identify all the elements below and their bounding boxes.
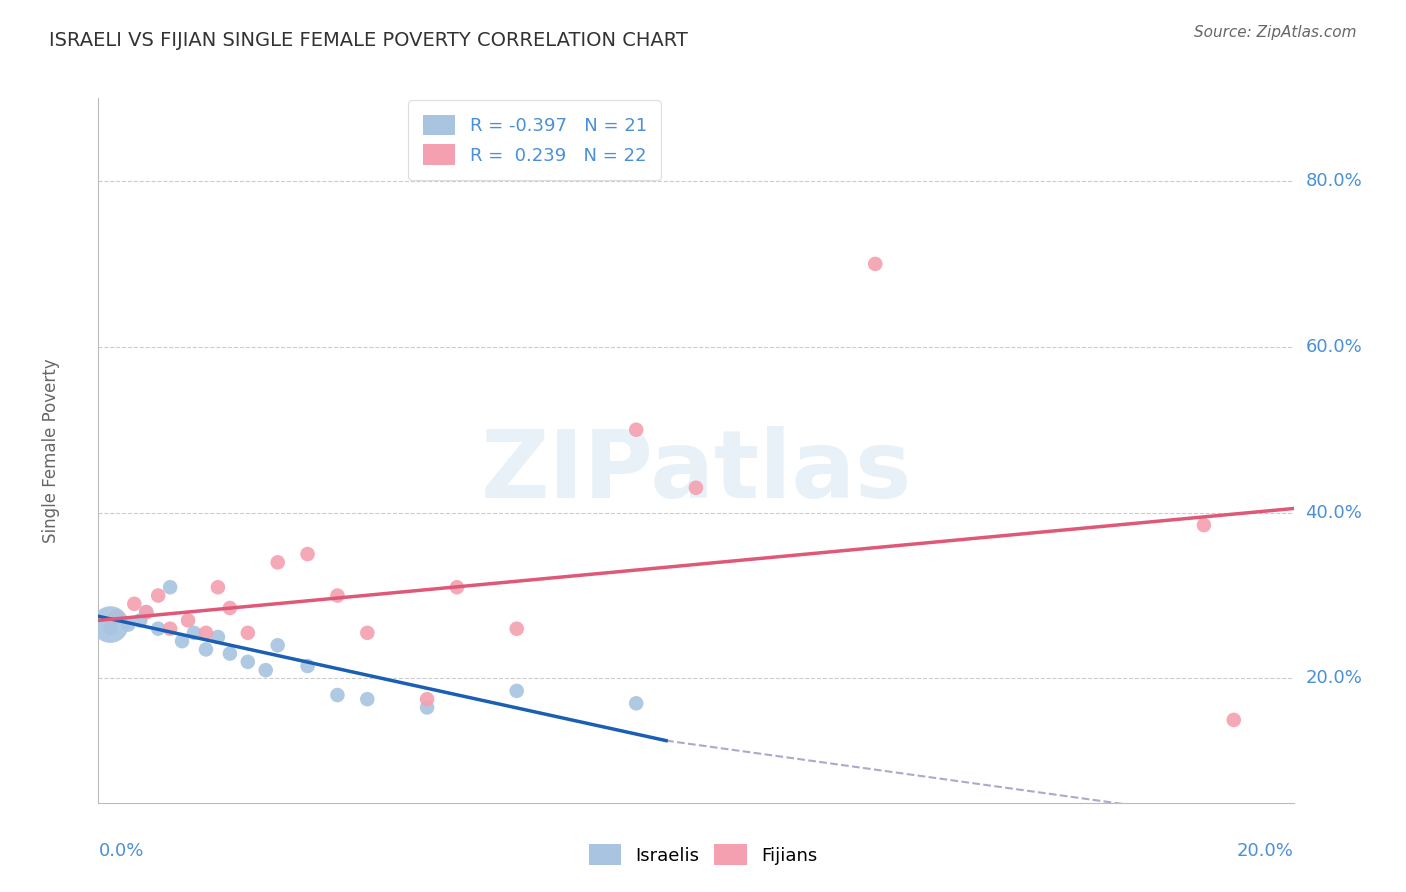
Point	[446, 580, 468, 594]
Point	[416, 700, 439, 714]
Point	[207, 580, 229, 594]
Point	[219, 601, 242, 615]
Legend: Israelis, Fijians: Israelis, Fijians	[582, 837, 824, 872]
Point	[117, 617, 139, 632]
Point	[297, 659, 319, 673]
Point	[159, 580, 181, 594]
Point	[98, 617, 122, 632]
Point	[135, 605, 157, 619]
Point	[506, 684, 529, 698]
Point	[195, 642, 218, 657]
Point	[297, 547, 319, 561]
Text: Source: ZipAtlas.com: Source: ZipAtlas.com	[1194, 25, 1357, 40]
Point	[172, 634, 194, 648]
Point	[129, 614, 152, 628]
Point	[356, 692, 378, 706]
Point	[626, 423, 648, 437]
Point	[105, 609, 128, 624]
Point	[1223, 713, 1246, 727]
Text: 80.0%: 80.0%	[1306, 172, 1362, 190]
Point	[267, 638, 290, 652]
Point	[148, 622, 170, 636]
Point	[356, 625, 378, 640]
Point	[207, 630, 229, 644]
Point	[105, 609, 128, 624]
Point	[236, 625, 259, 640]
Text: 60.0%: 60.0%	[1306, 338, 1362, 356]
Point	[183, 625, 205, 640]
Legend: R = -0.397   N = 21, R =  0.239   N = 22: R = -0.397 N = 21, R = 0.239 N = 22	[408, 100, 661, 179]
Point	[685, 481, 707, 495]
Point	[148, 589, 170, 603]
Point	[159, 622, 181, 636]
Point	[254, 663, 277, 677]
Point	[98, 622, 122, 636]
Point	[135, 605, 157, 619]
Point	[626, 696, 648, 710]
Point	[236, 655, 259, 669]
Text: 20.0%: 20.0%	[1306, 669, 1362, 688]
Text: ISRAELI VS FIJIAN SINGLE FEMALE POVERTY CORRELATION CHART: ISRAELI VS FIJIAN SINGLE FEMALE POVERTY …	[49, 31, 688, 50]
Text: 0.0%: 0.0%	[98, 842, 143, 860]
Point	[416, 692, 439, 706]
Text: 40.0%: 40.0%	[1306, 504, 1362, 522]
Point	[1192, 518, 1215, 533]
Text: 20.0%: 20.0%	[1237, 842, 1294, 860]
Text: ZIPatlas: ZIPatlas	[481, 425, 911, 517]
Text: Single Female Poverty: Single Female Poverty	[42, 359, 59, 542]
Point	[267, 555, 290, 569]
Point	[326, 589, 349, 603]
Point	[326, 688, 349, 702]
Point	[865, 257, 887, 271]
Point	[177, 614, 200, 628]
Point	[124, 597, 146, 611]
Point	[219, 647, 242, 661]
Point	[195, 625, 218, 640]
Point	[506, 622, 529, 636]
